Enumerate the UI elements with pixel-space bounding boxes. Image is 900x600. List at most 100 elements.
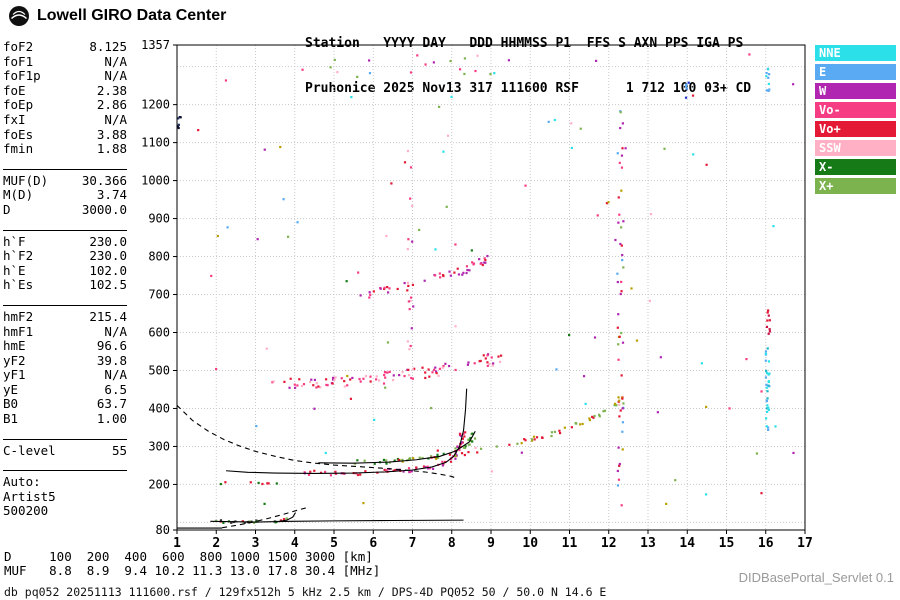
parameter-value: 3000.0	[81, 201, 127, 217]
parameter-group: C-level 55	[3, 438, 127, 462]
parameter-value: 102.5	[89, 277, 127, 293]
x-tick-label: 1	[173, 536, 181, 551]
x-tick-label: 15	[719, 536, 735, 551]
y-tick-label: 200	[148, 477, 170, 491]
parameter-value: N/A	[104, 53, 127, 69]
parameter-value: 30.366	[81, 172, 127, 188]
parameter-value: 215.4	[89, 308, 127, 324]
parameter-row: foE 2.38	[3, 82, 127, 99]
brand-title: Lowell GIRO Data Center	[37, 7, 227, 24]
parameter-value: 230.0	[89, 248, 127, 264]
parameter-row: B1 1.00	[3, 411, 127, 427]
x-tick-label: 13	[640, 536, 656, 551]
parameter-row: yF2 39.8	[3, 352, 127, 369]
parameter-label: yF1	[3, 367, 26, 383]
y-tick-label: 1000	[141, 174, 170, 188]
legend-item-label: NNE	[819, 46, 841, 60]
parameter-group: MUF(D) 30.366 M(D) 3.74 D 3000.0	[3, 168, 127, 221]
parameter-value: 96.6	[96, 338, 127, 354]
parameter-row: Auto:	[3, 475, 127, 490]
legend-item: X-	[815, 159, 896, 175]
legend-item-label: W	[819, 84, 827, 98]
parameter-label: M(D)	[3, 187, 34, 203]
trace-profile-F	[176, 405, 457, 479]
parameter-row: C-level 55	[3, 443, 127, 459]
x-tick-label: 10	[522, 536, 538, 551]
parameter-row: h`E 102.0	[3, 262, 127, 279]
legend-item: SSW	[815, 140, 896, 156]
parameter-label: foF2	[3, 39, 34, 54]
legend-item: NNE	[815, 45, 896, 61]
parameter-label: D	[3, 201, 11, 217]
parameter-row: Artist5	[3, 489, 127, 505]
parameter-row: foEs 3.88	[3, 126, 127, 143]
trace-lines	[176, 388, 476, 529]
parameter-value: 2.38	[96, 82, 127, 98]
parameter-value: 8.125	[89, 39, 127, 54]
parameter-row: yF1 N/A	[3, 368, 127, 383]
parameter-row: D 3000.0	[3, 201, 127, 218]
parameter-row: foEp 2.86	[3, 98, 127, 113]
parameter-value: 3.74	[96, 187, 127, 203]
parameter-value: N/A	[104, 111, 127, 127]
trace-F-O-trace	[226, 388, 468, 474]
legend-item-label: Vo+	[819, 122, 841, 136]
x-tick-label: 4	[291, 536, 299, 551]
parameter-row: foF2 8.125	[3, 39, 127, 55]
parameter-group: Auto: Artist5 500200	[3, 470, 127, 522]
parameter-label: foF1	[3, 53, 34, 69]
parameter-value: 39.8	[96, 352, 127, 368]
parameter-row: MUF(D) 30.366	[3, 172, 127, 189]
trace-F-X-trace	[318, 430, 476, 464]
y-tick-label: 400	[148, 401, 170, 415]
status-line: db pq052 20251113 111600.rsf / 129fx512h…	[4, 585, 607, 599]
x-tick-label: 8	[448, 536, 456, 551]
station-header-line: Station YYYY DAY DDD HHMMSS P1 FFS S AXN…	[305, 36, 744, 51]
parameter-label: h`E	[3, 262, 26, 278]
legend-item: W	[815, 83, 896, 99]
y-tick-label: 700	[148, 288, 170, 302]
parameter-value: 1.00	[96, 411, 127, 427]
parameter-label: fmin	[3, 141, 34, 157]
parameter-label: Auto:	[3, 474, 41, 490]
parameter-row: hmF2 215.4	[3, 308, 127, 325]
parameter-row: foF1p N/A	[3, 69, 127, 84]
y-tick-label: 600	[148, 326, 170, 340]
servlet-version-label: DIDBasePortal_Servlet 0.1	[738, 570, 894, 585]
parameter-row: hmF1 N/A	[3, 324, 127, 340]
parameter-row: 500200	[3, 504, 127, 519]
muf-row: MUF 8.8 8.9 9.4 10.2 11.3 13.0 17.8 30.4…	[4, 563, 381, 578]
x-tick-label: 17	[797, 536, 813, 551]
legend-item-label: SSW	[819, 141, 841, 155]
y-tick-label: 80	[156, 523, 170, 537]
trace-Es-trace	[210, 519, 464, 523]
parameter-row: M(D) 3.74	[3, 188, 127, 203]
grid-lines	[177, 45, 805, 530]
parameter-row: h`F 230.0	[3, 233, 127, 250]
legend-item-label: X-	[819, 160, 834, 174]
parameter-value: N/A	[104, 68, 127, 84]
parameter-label: foE	[3, 82, 26, 98]
parameter-label: h`F	[3, 233, 26, 249]
parameter-label: foEs	[3, 126, 34, 142]
parameter-row: foF1 N/A	[3, 53, 127, 70]
parameter-row: yE 6.5	[3, 382, 127, 398]
parameter-row: fxI N/A	[3, 111, 127, 128]
parameter-label: yF2	[3, 352, 26, 368]
legend-item-label: Vo-	[819, 103, 841, 117]
parameter-label: MUF(D)	[3, 172, 49, 188]
parameter-row: B0 63.7	[3, 397, 127, 412]
parameter-label: foEp	[3, 97, 34, 113]
parameter-label: B1	[3, 411, 19, 427]
station-header-block: Station YYYY DAY DDD HHMMSS P1 FFS S AXN…	[305, 6, 751, 126]
parameter-label: h`Es	[3, 277, 34, 293]
parameter-label: foF1p	[3, 68, 41, 84]
parameter-value: 63.7	[96, 396, 127, 412]
x-tick-label: 2	[212, 536, 220, 551]
legend: NNE E W Vo- Vo+ SSW X- X+	[815, 45, 896, 197]
y-tick-label: 900	[148, 212, 170, 226]
parameter-value: 1.88	[96, 141, 127, 157]
y-tick-label: 1357	[141, 38, 170, 52]
y-tick-label: 1200	[141, 98, 170, 112]
